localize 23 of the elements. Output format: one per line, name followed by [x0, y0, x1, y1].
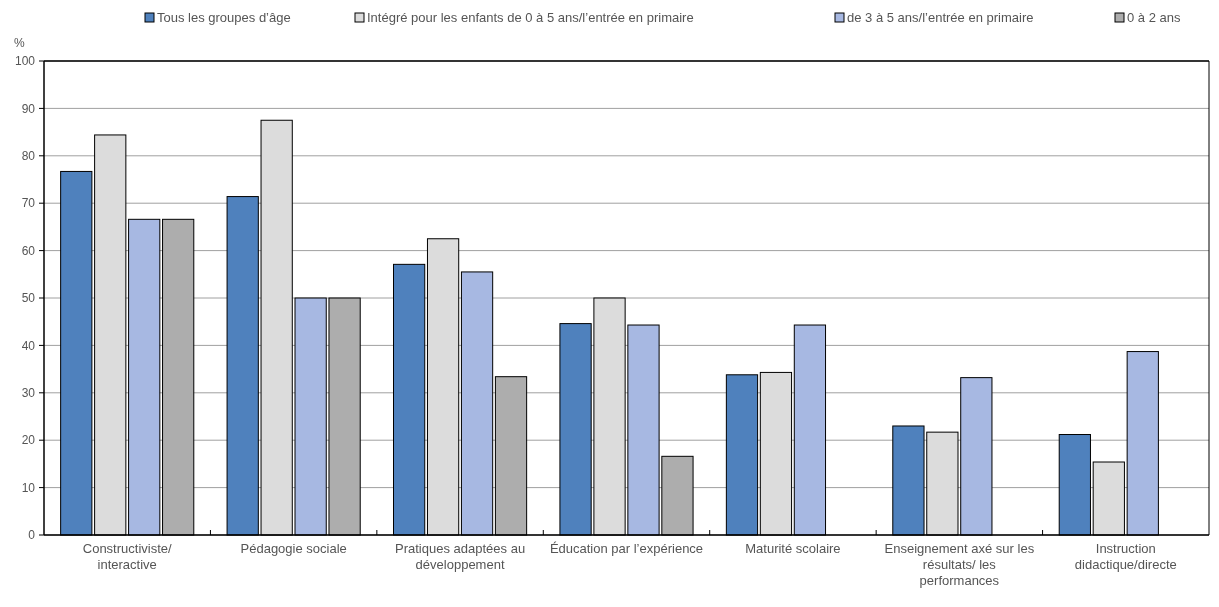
x-tick-label: Éducation par l’expérience — [549, 541, 704, 556]
y-tick-label: 20 — [21, 433, 36, 448]
x-tick-label: Pédagogie sociale — [240, 541, 347, 556]
legend-label: Tous les groupes d’âge — [157, 10, 291, 25]
x-tick-label: Maturité scolaire — [745, 541, 841, 556]
x-tick-label: Constructiviste/ interactive — [82, 541, 173, 572]
y-tick-label: 70 — [21, 196, 36, 211]
legend-label: Intégré pour les enfants de 0 à 5 ans/l’entrée en primaire — [367, 10, 694, 25]
x-tick-label: Instruction didactique/directe — [1074, 541, 1177, 572]
y-tick-label: 50 — [21, 291, 36, 306]
y-tick-label: 0 — [28, 528, 36, 543]
y-tick-label: 90 — [21, 101, 36, 116]
x-tick-label: Pratiques adaptées au développement — [395, 541, 526, 572]
y-axis-title: % — [14, 36, 25, 50]
y-tick-label: 10 — [21, 480, 36, 495]
y-tick-label: 40 — [21, 338, 36, 353]
y-tick-label: 80 — [21, 149, 36, 163]
y-tick-label: 100 — [14, 54, 36, 69]
x-tick-label: Enseignement axé sur les résultats/ les performances — [884, 541, 1035, 588]
y-tick-label: 60 — [21, 243, 36, 258]
legend-label: 0 à 2 ans — [1127, 10, 1181, 25]
legend-label: de 3 à 5 ans/l’entrée en primaire — [847, 10, 1034, 25]
y-tick-label: 30 — [21, 386, 36, 400]
